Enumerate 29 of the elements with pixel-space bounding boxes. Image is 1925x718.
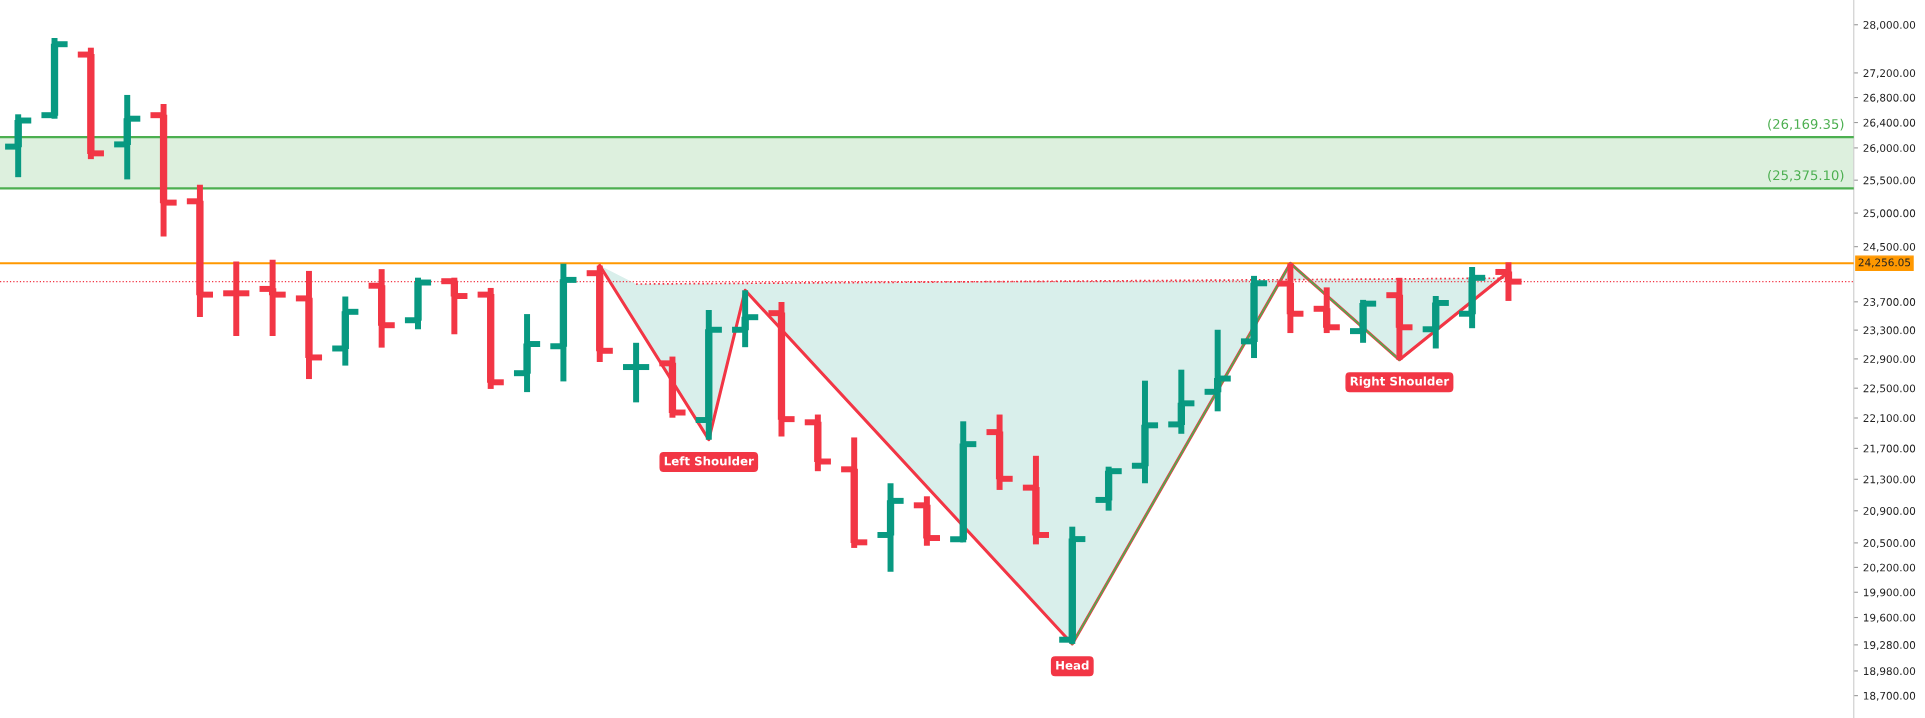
annotation: Right Shoulder [1350, 376, 1450, 388]
y-tick-label: 24,500.00 [1863, 242, 1916, 252]
y-tick-label: 28,000.00 [1863, 20, 1916, 30]
annotation: Left Shoulder [664, 456, 754, 466]
y-tick-label: 26,000.00 [1863, 144, 1916, 154]
y-tick-label: 19,600.00 [1863, 613, 1916, 623]
y-tick-label: 22,100.00 [1863, 414, 1916, 424]
y-tick-label: 23,700.00 [1863, 298, 1916, 307]
y-tick-label: 26,400.00 [1863, 118, 1916, 128]
y-tick-label: 25,500.00 [1863, 176, 1916, 186]
ref-line-label: (26,169.35) [1768, 118, 1844, 131]
y-tick-label: 20,200.00 [1863, 563, 1916, 573]
y-tick-label: 25,000.00 [1863, 209, 1916, 219]
ref-line-label: (25,375.10) [1768, 170, 1844, 182]
y-tick-label: 18,700.00 [1863, 691, 1916, 701]
ref-line-label: 24,256.05 [1858, 258, 1911, 268]
y-tick-label: 27,200.00 [1863, 69, 1916, 79]
y-tick-label: 26,800.00 [1863, 93, 1916, 103]
annotation: Head [1056, 660, 1089, 670]
y-tick-label: 22,500.00 [1863, 384, 1916, 394]
y-tick-label: 19,900.00 [1863, 588, 1916, 598]
y-tick-label: 19,280.00 [1863, 641, 1916, 651]
y-tick-label: 18,980.00 [1863, 667, 1916, 677]
y-tick-label: 20,500.00 [1863, 539, 1916, 549]
y-tick-label: 23,300.00 [1863, 326, 1916, 336]
y-tick-label: 21,300.00 [1863, 475, 1916, 485]
y-tick-label: 20,900.00 [1863, 507, 1916, 516]
y-tick-label: 21,700.00 [1863, 444, 1916, 454]
y-tick-label: 22,900.00 [1863, 355, 1916, 365]
